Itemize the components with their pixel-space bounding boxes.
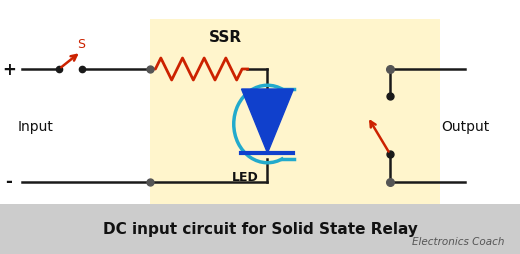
- Text: Output: Output: [442, 120, 490, 134]
- Text: +: +: [2, 61, 16, 79]
- Text: SSR: SSR: [209, 30, 242, 45]
- Polygon shape: [241, 90, 293, 153]
- Text: S: S: [77, 38, 85, 51]
- Text: LED: LED: [231, 170, 258, 183]
- Text: DC input circuit for Solid State Relay: DC input circuit for Solid State Relay: [102, 222, 418, 236]
- Bar: [150, 20, 440, 204]
- Bar: [0, 204, 520, 254]
- Text: Electronics Coach: Electronics Coach: [412, 236, 505, 247]
- Text: Input: Input: [18, 120, 54, 134]
- Text: -: -: [6, 173, 12, 191]
